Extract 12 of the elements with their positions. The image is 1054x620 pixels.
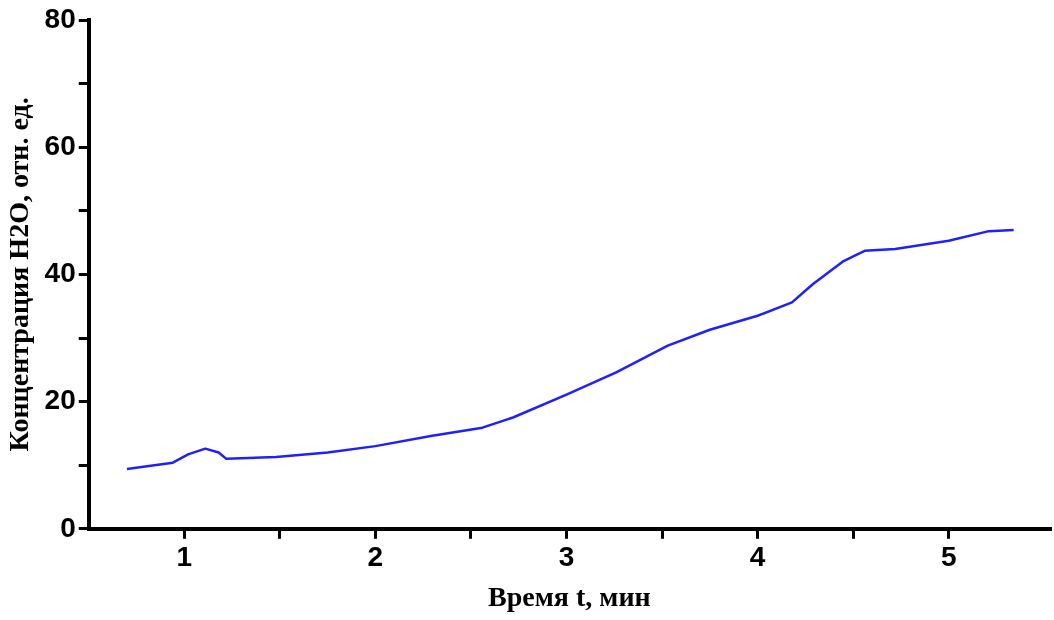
y-tick-label: 60 [44, 129, 76, 161]
x-tick-label: 5 [940, 541, 957, 573]
x-tick-label: 3 [558, 541, 575, 573]
x-axis-title: Время t, мин [488, 581, 651, 613]
x-tick-label: 4 [749, 541, 766, 573]
y-tick-label: 0 [60, 511, 76, 543]
y-tick-label: 40 [44, 257, 76, 289]
y-tick-label: 20 [44, 384, 76, 416]
x-tick-label: 2 [367, 541, 384, 573]
y-axis-title: Концентрация H2O, отн. ед. [3, 97, 35, 452]
y-tick-label: 80 [44, 2, 76, 34]
x-tick-label: 1 [176, 541, 193, 573]
